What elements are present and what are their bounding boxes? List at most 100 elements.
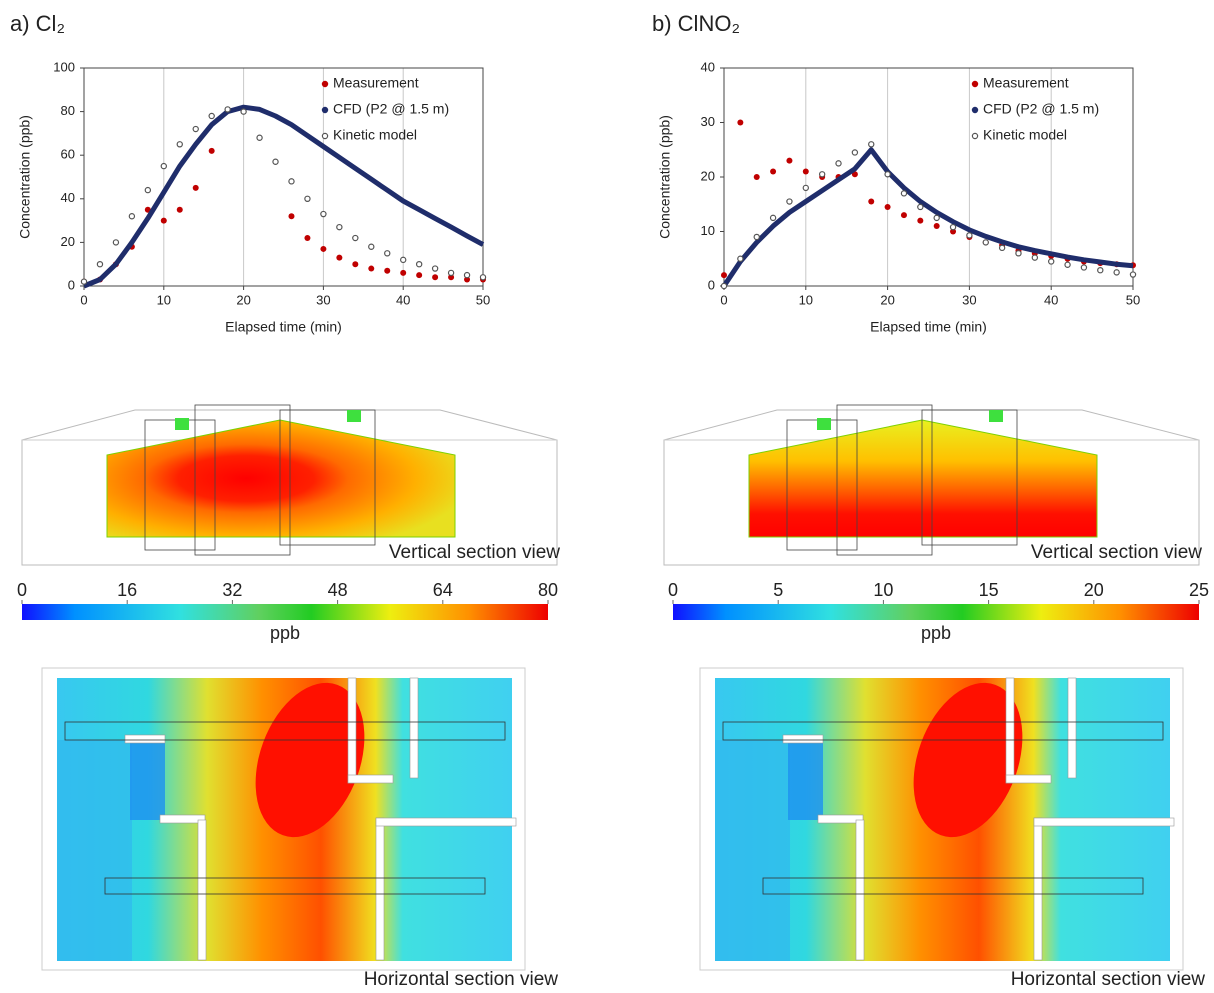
legend-marker: [321, 80, 329, 88]
wall: [347, 774, 394, 784]
measurement-point: [336, 254, 343, 261]
kinetic-point: [966, 232, 973, 239]
y-axis-label: Concentration (ppb): [657, 115, 673, 239]
wall: [375, 817, 385, 961]
kinetic-point: [352, 234, 359, 242]
vertical-section: Vertical section view: [663, 404, 1202, 566]
duct-outline: [762, 877, 1144, 895]
measurement-point: [352, 261, 359, 268]
vent: [817, 418, 831, 430]
y-tick-label: 20: [701, 168, 715, 183]
view-label: Vertical section view: [389, 542, 560, 563]
kinetic-point: [400, 256, 407, 264]
x-tick-label: 30: [316, 292, 330, 307]
floor-outline: [41, 667, 526, 971]
y-tick-label: 60: [61, 147, 75, 162]
kinetic-point: [160, 162, 167, 170]
kinetic-point: [431, 265, 439, 272]
measurement-point: [384, 267, 391, 274]
vent: [347, 410, 361, 422]
kinetic-point: [1129, 271, 1137, 278]
x-tick-label: 40: [396, 292, 410, 307]
cfd-line: [721, 147, 1134, 288]
wall: [1033, 817, 1043, 961]
measurement-point: [304, 235, 311, 242]
kinetic-point: [851, 149, 859, 156]
horizontal-section: Horizontal section view: [41, 667, 558, 990]
colorbar-tick-label: 20: [1084, 580, 1104, 600]
wall: [782, 734, 824, 744]
measurement-point: [786, 157, 793, 164]
measurement-point: [721, 272, 727, 279]
measurement-point: [320, 245, 327, 252]
kinetic-point: [463, 271, 471, 279]
kinetic-point: [384, 250, 391, 257]
duct-outline: [64, 721, 506, 741]
colorbar-tick-label: 0: [668, 580, 678, 600]
wall: [159, 814, 206, 824]
kinetic-point: [80, 278, 88, 285]
measurement-point: [416, 272, 423, 279]
wall: [124, 734, 166, 744]
kinetic-point: [1097, 266, 1104, 274]
measurement-point: [917, 217, 924, 224]
colorbar-tick-label: 64: [433, 580, 453, 600]
kinetic-point: [868, 141, 875, 148]
kinetic-point: [479, 274, 487, 281]
kinetic-point: [415, 261, 423, 268]
colorbar: [673, 604, 1199, 620]
measurement-point: [176, 206, 183, 213]
kinetic-point: [128, 213, 136, 220]
legend-label: Kinetic model: [983, 127, 1067, 143]
kinetic-point: [933, 214, 940, 222]
wall: [1033, 817, 1175, 827]
legend-label: Kinetic model: [333, 127, 417, 143]
kinetic-point: [288, 178, 295, 185]
kinetic-point: [1080, 264, 1088, 271]
y-tick-label: 0: [708, 277, 715, 292]
legend-marker: [971, 132, 979, 140]
y-tick-label: 40: [61, 190, 75, 205]
plot-frame: [83, 67, 484, 287]
y-tick-label: 30: [701, 114, 715, 129]
kinetic-point: [998, 244, 1006, 252]
x-axis-label: Elapsed time (min): [870, 319, 987, 335]
duct-outline: [194, 404, 291, 556]
hot-spot: [255, 682, 365, 838]
kinetic-point: [753, 233, 760, 241]
kinetic-point: [769, 214, 777, 222]
x-tick-label: 10: [157, 292, 171, 307]
wall: [1005, 677, 1015, 784]
colorbar-tick-label: 80: [538, 580, 558, 600]
duct-outline: [921, 409, 1018, 546]
kinetic-point: [737, 255, 744, 262]
kinetic-point: [1015, 250, 1022, 257]
kinetic-point: [176, 141, 183, 148]
kinetic-point: [368, 243, 375, 250]
colorbar-tick-label: 48: [328, 580, 348, 600]
measurement-point: [288, 213, 295, 220]
colorbar-tick-label: 16: [117, 580, 137, 600]
kinetic-point: [447, 269, 455, 277]
colorbar-tick-label: 25: [1189, 580, 1209, 600]
x-tick-label: 0: [720, 292, 727, 307]
x-tick-label: 50: [1126, 292, 1140, 307]
wall: [375, 817, 517, 827]
colorbar: [22, 604, 548, 620]
colorbar-unit: ppb: [921, 623, 951, 643]
y-tick-label: 40: [701, 59, 715, 74]
kinetic-point: [304, 195, 311, 202]
view-label: Vertical section view: [1031, 542, 1202, 563]
kinetic-point: [786, 198, 793, 205]
kinetic-point: [884, 171, 891, 178]
vent: [175, 418, 189, 430]
kinetic-point: [96, 261, 104, 268]
x-tick-label: 40: [1044, 292, 1058, 307]
measurement-point: [802, 168, 809, 175]
legend-label: Measurement: [983, 75, 1069, 91]
legend-marker: [971, 106, 979, 114]
kinetic-point: [144, 186, 152, 194]
view-label: Horizontal section view: [1011, 969, 1206, 990]
measurement-point: [160, 217, 167, 224]
